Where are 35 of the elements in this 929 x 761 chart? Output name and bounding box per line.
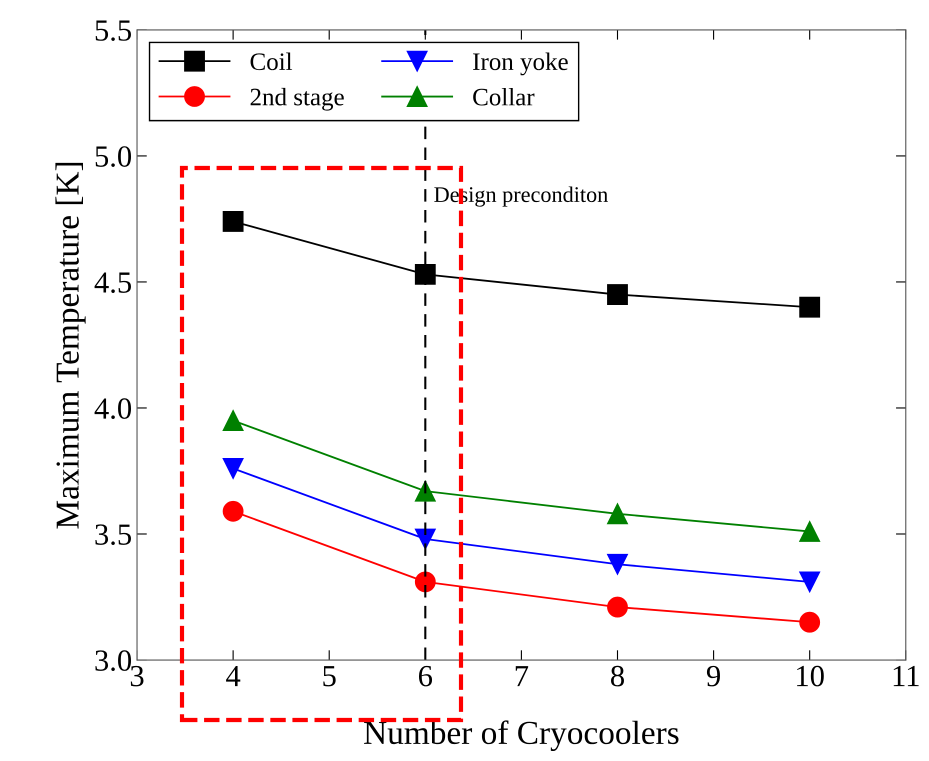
- y-tick-label: 3.5: [95, 524, 131, 546]
- x-tick-label: 3: [130, 666, 144, 686]
- x-axis-title: Number of Cryocoolers: [364, 720, 678, 752]
- y-tick-label: 5.5: [96, 20, 131, 41]
- x-tick-label: 10: [797, 666, 824, 686]
- x-tick-label: 5: [323, 666, 336, 686]
- point: [799, 571, 820, 592]
- legend-label: Collar: [473, 88, 534, 106]
- x-tick-label: 9: [706, 666, 720, 686]
- point: [414, 264, 436, 285]
- point: [607, 284, 628, 305]
- point: [607, 503, 628, 524]
- point: [222, 211, 244, 232]
- y-tick-label: 4.0: [94, 398, 131, 420]
- point: [607, 554, 628, 575]
- x-tick-label: 4: [226, 666, 240, 686]
- x-tick-label: 7: [516, 666, 528, 686]
- x-tick-label: 11: [894, 666, 919, 686]
- y-tick-label: 3.0: [95, 650, 131, 672]
- point: [414, 571, 436, 592]
- legend-label: Coil: [250, 52, 292, 70]
- y-tick-label: 4.5: [94, 272, 131, 293]
- legend-label: 2nd stage: [250, 88, 344, 111]
- point: [222, 500, 244, 522]
- x-tick-label: 6: [418, 666, 432, 686]
- point: [607, 596, 628, 618]
- point: [222, 410, 244, 431]
- y-axis-title: Maximum Temperature [K]: [55, 162, 86, 529]
- point: [799, 612, 820, 633]
- y-tick-label: 5.0: [96, 146, 131, 167]
- legend-label: Iron yoke: [473, 52, 568, 76]
- point: [799, 521, 820, 542]
- point: [799, 296, 820, 318]
- point: [222, 458, 244, 479]
- x-tick-label: 8: [611, 666, 624, 686]
